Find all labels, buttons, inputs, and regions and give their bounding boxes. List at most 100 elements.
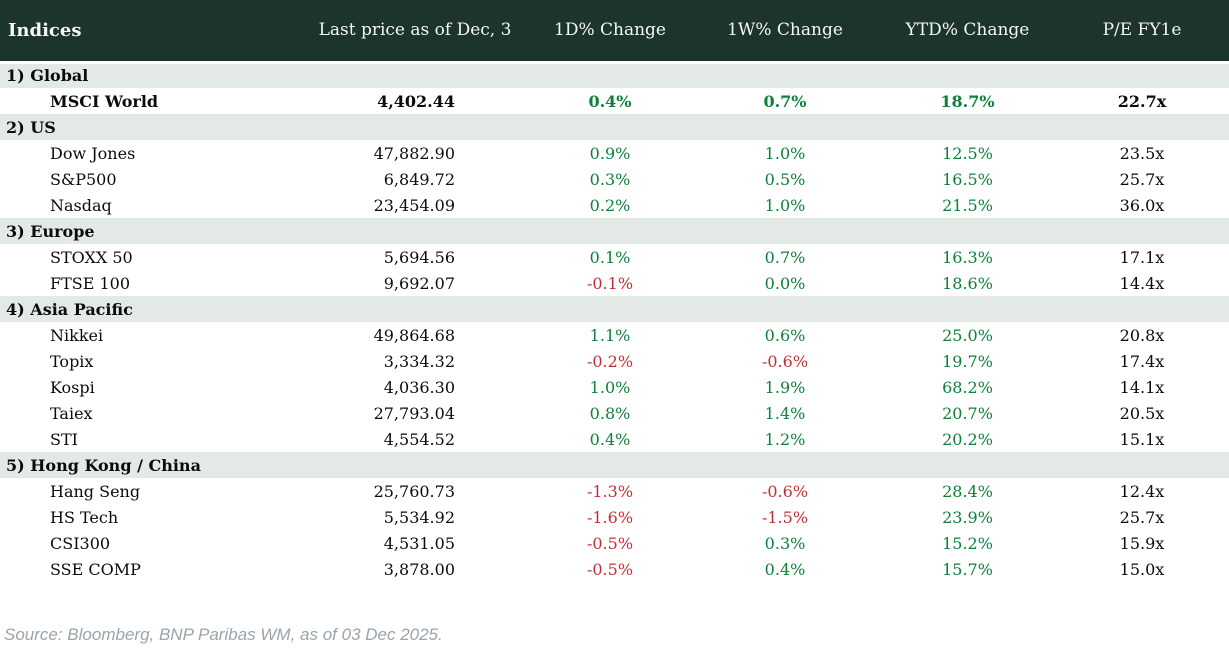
column-header-last-price: Last price as of Dec, 3 (300, 0, 530, 64)
last-price-cell: 25,760.73 (300, 478, 530, 504)
change-ytd-cell: 28.4% (880, 478, 1055, 504)
change-1w-cell: 0.6% (690, 322, 880, 348)
change-ytd-cell: 21.5% (880, 192, 1055, 218)
change-ytd-cell: 19.7% (880, 348, 1055, 374)
index-row: Topix 3,334.32 -0.2% -0.6% 19.7% 17.4x (0, 348, 1229, 374)
change-ytd-cell: 25.0% (880, 322, 1055, 348)
last-price-cell: 23,454.09 (300, 192, 530, 218)
index-row: Hang Seng 25,760.73 -1.3% -0.6% 28.4% 12.4x (0, 478, 1229, 504)
index-row: MSCI World 4,402.44 0.4% 0.7% 18.7% 22.7x (0, 88, 1229, 114)
section-row: 1) Global (0, 62, 1229, 88)
change-ytd-cell: 23.9% (880, 504, 1055, 530)
index-name-cell: Kospi (0, 374, 300, 400)
pe-fy1e-cell: 23.5x (1055, 140, 1229, 166)
change-ytd-cell: 20.2% (880, 426, 1055, 452)
change-1w-cell: 1.0% (690, 140, 880, 166)
pe-fy1e-cell: 14.1x (1055, 374, 1229, 400)
index-row: FTSE 100 9,692.07 -0.1% 0.0% 18.6% 14.4x (0, 270, 1229, 296)
section-label: 3) Europe (0, 218, 1229, 244)
pe-fy1e-cell: 22.7x (1055, 88, 1229, 114)
last-price-cell: 5,534.92 (300, 504, 530, 530)
change-1w-cell: 0.0% (690, 270, 880, 296)
section-label: 1) Global (0, 62, 1229, 88)
change-1w-cell: 1.0% (690, 192, 880, 218)
change-1w-cell: 1.4% (690, 400, 880, 426)
pe-fy1e-cell: 15.1x (1055, 426, 1229, 452)
change-1w-cell: 0.3% (690, 530, 880, 556)
change-1w-cell: 0.7% (690, 244, 880, 270)
index-name-cell: FTSE 100 (0, 270, 300, 296)
index-row: Dow Jones 47,882.90 0.9% 1.0% 12.5% 23.5x (0, 140, 1229, 166)
change-1d-cell: 0.3% (530, 166, 690, 192)
column-header-1d-change: 1D% Change (530, 0, 690, 64)
change-ytd-cell: 15.7% (880, 556, 1055, 582)
index-name-cell: Hang Seng (0, 478, 300, 504)
index-row: S&P500 6,849.72 0.3% 0.5% 16.5% 25.7x (0, 166, 1229, 192)
index-name-cell: Nikkei (0, 322, 300, 348)
last-price-cell: 4,531.05 (300, 530, 530, 556)
pe-fy1e-cell: 17.1x (1055, 244, 1229, 270)
change-ytd-cell: 15.2% (880, 530, 1055, 556)
index-name-cell: MSCI World (0, 88, 300, 114)
section-row: 4) Asia Pacific (0, 296, 1229, 322)
index-row: CSI300 4,531.05 -0.5% 0.3% 15.2% 15.9x (0, 530, 1229, 556)
last-price-cell: 4,554.52 (300, 426, 530, 452)
change-ytd-cell: 18.7% (880, 88, 1055, 114)
pe-fy1e-cell: 25.7x (1055, 166, 1229, 192)
last-price-cell: 27,793.04 (300, 400, 530, 426)
section-row: 3) Europe (0, 218, 1229, 244)
index-name-cell: Taiex (0, 400, 300, 426)
change-1d-cell: -0.5% (530, 530, 690, 556)
change-ytd-cell: 68.2% (880, 374, 1055, 400)
last-price-cell: 6,849.72 (300, 166, 530, 192)
index-row: STI 4,554.52 0.4% 1.2% 20.2% 15.1x (0, 426, 1229, 452)
change-ytd-cell: 16.5% (880, 166, 1055, 192)
change-1d-cell: 0.4% (530, 426, 690, 452)
pe-fy1e-cell: 15.0x (1055, 556, 1229, 582)
change-1w-cell: 1.2% (690, 426, 880, 452)
pe-fy1e-cell: 20.8x (1055, 322, 1229, 348)
last-price-cell: 4,036.30 (300, 374, 530, 400)
index-name-cell: STOXX 50 (0, 244, 300, 270)
index-name-cell: Topix (0, 348, 300, 374)
index-name-cell: SSE COMP (0, 556, 300, 582)
section-label: 4) Asia Pacific (0, 296, 1229, 322)
last-price-cell: 4,402.44 (300, 88, 530, 114)
change-1d-cell: 0.9% (530, 140, 690, 166)
index-row: Kospi 4,036.30 1.0% 1.9% 68.2% 14.1x (0, 374, 1229, 400)
change-1d-cell: 1.1% (530, 322, 690, 348)
change-1w-cell: -0.6% (690, 348, 880, 374)
change-ytd-cell: 20.7% (880, 400, 1055, 426)
change-ytd-cell: 18.6% (880, 270, 1055, 296)
index-name-cell: Nasdaq (0, 192, 300, 218)
pe-fy1e-cell: 20.5x (1055, 400, 1229, 426)
last-price-cell: 47,882.90 (300, 140, 530, 166)
table-header: Indices Last price as of Dec, 3 1D% Chan… (0, 0, 1229, 64)
change-1w-cell: -1.5% (690, 504, 880, 530)
last-price-cell: 3,334.32 (300, 348, 530, 374)
change-ytd-cell: 12.5% (880, 140, 1055, 166)
pe-fy1e-cell: 17.4x (1055, 348, 1229, 374)
section-label: 2) US (0, 114, 1229, 140)
last-price-cell: 49,864.68 (300, 322, 530, 348)
index-name-cell: S&P500 (0, 166, 300, 192)
change-1d-cell: -0.5% (530, 556, 690, 582)
change-1w-cell: 0.5% (690, 166, 880, 192)
index-name-cell: CSI300 (0, 530, 300, 556)
header-row: Indices Last price as of Dec, 3 1D% Chan… (0, 0, 1229, 64)
index-row: Nikkei 49,864.68 1.1% 0.6% 25.0% 20.8x (0, 322, 1229, 348)
index-name-cell: HS Tech (0, 504, 300, 530)
column-header-pe-fy1e: P/E FY1e (1055, 0, 1229, 64)
column-header-ytd-change: YTD% Change (880, 0, 1055, 64)
index-name-cell: Dow Jones (0, 140, 300, 166)
change-1d-cell: -1.6% (530, 504, 690, 530)
index-row: Nasdaq 23,454.09 0.2% 1.0% 21.5% 36.0x (0, 192, 1229, 218)
pe-fy1e-cell: 15.9x (1055, 530, 1229, 556)
change-1d-cell: -0.1% (530, 270, 690, 296)
section-row: 2) US (0, 114, 1229, 140)
change-1w-cell: 1.9% (690, 374, 880, 400)
source-note: Source: Bloomberg, BNP Paribas WM, as of… (4, 625, 443, 644)
change-1d-cell: 0.4% (530, 88, 690, 114)
section-row: 5) Hong Kong / China (0, 452, 1229, 478)
